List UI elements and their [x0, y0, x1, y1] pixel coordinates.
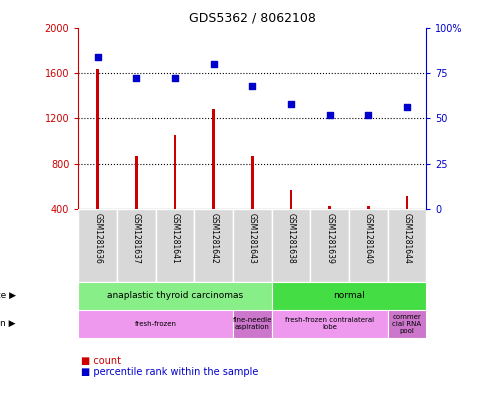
Text: specimen ▶: specimen ▶	[0, 320, 16, 329]
Bar	[271, 310, 388, 338]
Point	[132, 75, 140, 81]
Text: GSM1281638: GSM1281638	[287, 213, 295, 263]
Bar	[271, 209, 310, 281]
Bar	[388, 310, 426, 338]
Bar	[156, 209, 195, 281]
Bar	[310, 209, 349, 281]
Bar	[290, 190, 293, 209]
Bar	[233, 209, 271, 281]
Text: GSM1281643: GSM1281643	[248, 213, 257, 263]
Bar	[271, 281, 426, 310]
Text: GSM1281636: GSM1281636	[93, 213, 102, 263]
Bar	[117, 209, 156, 281]
Point	[248, 83, 256, 89]
Bar	[406, 196, 408, 209]
Text: GSM1281642: GSM1281642	[209, 213, 218, 263]
Text: anaplastic thyroid carcinomas: anaplastic thyroid carcinomas	[107, 291, 243, 300]
Point	[403, 104, 411, 110]
Bar	[78, 209, 117, 281]
Point	[287, 101, 295, 107]
Text: disease state ▶: disease state ▶	[0, 291, 16, 300]
Bar	[195, 209, 233, 281]
Text: GSM1281639: GSM1281639	[325, 213, 334, 263]
Bar	[388, 209, 426, 281]
Bar	[78, 310, 233, 338]
Bar	[251, 156, 254, 209]
Title: GDS5362 / 8062108: GDS5362 / 8062108	[189, 12, 316, 25]
Text: ■ count: ■ count	[81, 356, 121, 365]
Text: commer
cial RNA
pool: commer cial RNA pool	[392, 314, 421, 334]
Bar	[349, 209, 388, 281]
Point	[326, 112, 334, 118]
Text: fresh-frozen contralateral
lobe: fresh-frozen contralateral lobe	[285, 318, 374, 331]
Bar	[78, 281, 271, 310]
Point	[94, 53, 101, 60]
Text: ■ percentile rank within the sample: ■ percentile rank within the sample	[81, 367, 258, 377]
Point	[365, 112, 372, 118]
Bar	[367, 206, 369, 209]
Text: fresh-frozen: fresh-frozen	[135, 321, 177, 327]
Bar	[97, 70, 99, 209]
Text: normal: normal	[333, 291, 365, 300]
Text: GSM1281641: GSM1281641	[171, 213, 179, 263]
Point	[171, 75, 179, 81]
Bar	[328, 206, 331, 209]
Text: fine-needle
aspiration: fine-needle aspiration	[233, 318, 272, 331]
Bar	[212, 109, 215, 209]
Point	[210, 61, 218, 67]
Text: GSM1281637: GSM1281637	[132, 213, 141, 263]
Bar	[173, 135, 176, 209]
Bar	[233, 310, 271, 338]
Text: GSM1281644: GSM1281644	[402, 213, 412, 263]
Bar	[135, 156, 138, 209]
Text: GSM1281640: GSM1281640	[364, 213, 373, 263]
